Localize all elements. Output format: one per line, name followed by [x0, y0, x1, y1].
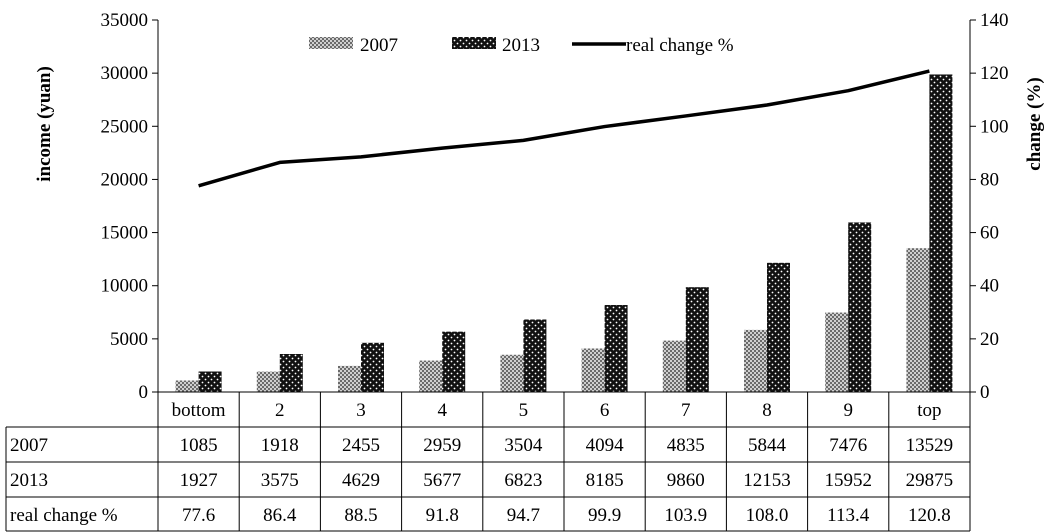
bar-2013	[279, 354, 303, 392]
bar-2013	[685, 287, 709, 392]
bar-2013	[848, 222, 872, 392]
bar-2007	[825, 312, 849, 392]
table-cell: 2959	[423, 435, 461, 456]
bar-2013	[361, 342, 384, 392]
y2-tick-label: 20	[980, 329, 999, 350]
y-tick-label: 10000	[101, 276, 149, 297]
table-cell: 8185	[586, 470, 624, 491]
y2-tick-label: 60	[980, 223, 999, 244]
bar-2007	[744, 329, 767, 392]
bar-2007	[338, 365, 361, 392]
table-cell: 3504	[504, 435, 543, 456]
y2-tick-label: 140	[980, 10, 1009, 31]
table-cell: 1085	[180, 435, 218, 456]
table-cell: 108.0	[746, 505, 789, 526]
table-cell: 4629	[342, 470, 380, 491]
bar-2013	[198, 371, 222, 392]
y-tick-label: 35000	[101, 10, 149, 31]
y-tick-label: 5000	[110, 329, 148, 350]
table-cell: 7476	[829, 435, 867, 456]
table-cell: 94.7	[507, 505, 540, 526]
line-layer	[198, 69, 930, 188]
table-cell: 6823	[504, 470, 542, 491]
table-cell: 9860	[667, 470, 705, 491]
bar-2013	[929, 74, 953, 392]
table-category-label: 2	[275, 400, 285, 421]
table-cell: 88.5	[344, 505, 377, 526]
bar-2007	[906, 248, 930, 392]
y2-tick-label: 100	[980, 116, 1009, 137]
y2-tick-label: 40	[980, 276, 999, 297]
table-cell: 13529	[906, 435, 954, 456]
bar-2007	[419, 360, 443, 392]
legend-label-2013: 2013	[502, 35, 540, 56]
axes: 0 5000 10000 15000 20000 25000 30000 35000 0 20 40…	[101, 10, 1009, 403]
table-category-label: 5	[519, 400, 529, 421]
table-category-label: bottom	[172, 400, 226, 421]
table-cell: 5677	[423, 470, 461, 491]
table-cell: 86.4	[263, 505, 297, 526]
table-cell: 15952	[824, 470, 872, 491]
bar-2013	[604, 305, 628, 392]
legend-swatch-2007	[309, 37, 353, 49]
table-cell: 2455	[342, 435, 380, 456]
y2-axis-title: change (%)	[1024, 77, 1045, 170]
bar-2013	[767, 262, 790, 392]
table-row-label: 2013	[10, 470, 48, 491]
legend-swatch-2013	[452, 37, 496, 49]
y-tick-label: 0	[139, 382, 149, 403]
y2-tick-label: 80	[980, 169, 999, 190]
bar-2007	[662, 340, 686, 392]
y2-tick-label: 120	[980, 63, 1009, 84]
bar-2013	[523, 319, 547, 392]
table-cell: 91.8	[426, 505, 459, 526]
bar-2013	[442, 331, 466, 392]
table-row-label: 2007	[10, 435, 48, 456]
table-cell: 1927	[180, 470, 218, 491]
table-cell: 103.9	[664, 505, 707, 526]
table-cell: 1918	[261, 435, 299, 456]
table-cell: 3575	[261, 470, 299, 491]
bars	[175, 74, 953, 392]
table-cell: 77.6	[182, 505, 215, 526]
table-cell: 99.9	[588, 505, 621, 526]
bar-2007	[500, 354, 524, 392]
table-cell: 120.8	[908, 505, 951, 526]
table-cell: 5844	[748, 435, 787, 456]
y-tick-label: 25000	[101, 116, 149, 137]
legend: 2007 2013 real change %	[309, 35, 734, 56]
bar-2007	[581, 348, 605, 392]
data-table: bottom 2 3 4 5 6 7 8 9 top 2007 1085 1918 2455 2959 350…	[5, 391, 971, 532]
y-tick-label: 15000	[101, 223, 149, 244]
table-cell: 4835	[667, 435, 705, 456]
table-cell: 12153	[743, 470, 791, 491]
table-category-label: 4	[437, 400, 447, 421]
table-row-label: real change %	[10, 505, 118, 526]
real-change-line	[198, 69, 930, 188]
table-cell: 29875	[906, 470, 954, 491]
table-category-label: 6	[600, 400, 610, 421]
y-tick-label: 30000	[101, 63, 149, 84]
bar-2007	[256, 371, 280, 392]
table-category-label: 7	[681, 400, 691, 421]
bar-2007	[175, 380, 199, 392]
legend-label-real-change: real change %	[626, 35, 734, 56]
table-category-label: 9	[843, 400, 853, 421]
table-cell: 4094	[586, 435, 625, 456]
table-category-label: 8	[762, 400, 772, 421]
y-axis-title: income (yuan)	[34, 66, 55, 182]
y-tick-label: 20000	[101, 169, 149, 190]
table-category-label: top	[917, 400, 941, 421]
table-category-label: 3	[356, 400, 366, 421]
table-cell: 113.4	[827, 505, 870, 526]
legend-label-2007: 2007	[360, 35, 398, 56]
y2-tick-label: 0	[980, 382, 990, 403]
